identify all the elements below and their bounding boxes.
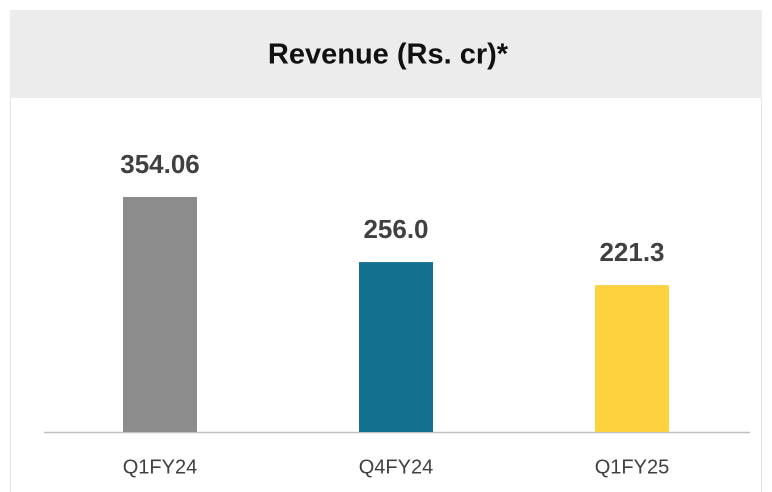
bar: [123, 197, 197, 432]
x-tick-label: Q1FY24: [123, 456, 197, 478]
header-band: [10, 10, 762, 98]
x-tick-label: Q1FY25: [595, 456, 669, 478]
x-tick-label: Q4FY24: [359, 456, 433, 478]
chart-title: Revenue (Rs. cr)*: [268, 39, 509, 71]
bar: [595, 285, 669, 432]
data-label: 354.06: [120, 149, 200, 179]
bar: [359, 262, 433, 432]
data-label: 221.3: [599, 237, 664, 267]
data-label: 256.0: [363, 214, 428, 244]
